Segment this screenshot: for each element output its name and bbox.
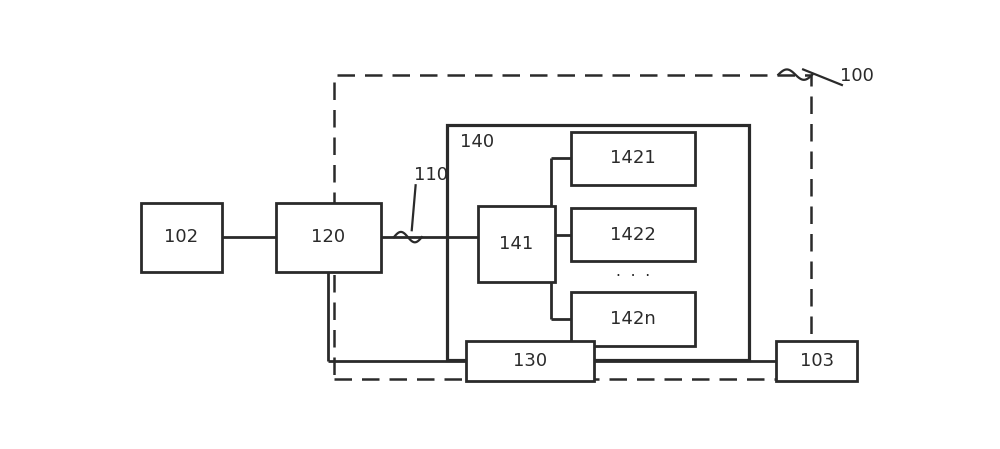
Text: 102: 102 bbox=[164, 228, 198, 246]
Bar bbox=[571, 292, 695, 346]
Bar bbox=[571, 208, 695, 261]
Bar bbox=[334, 75, 811, 379]
Bar bbox=[571, 132, 695, 185]
Bar bbox=[466, 341, 594, 381]
Text: 110: 110 bbox=[414, 166, 448, 184]
Text: 1421: 1421 bbox=[610, 150, 656, 167]
Text: 103: 103 bbox=[800, 352, 834, 370]
Text: 142n: 142n bbox=[610, 310, 656, 328]
Bar bbox=[140, 202, 222, 272]
Text: ·  ·  ·: · · · bbox=[616, 269, 650, 284]
Bar bbox=[276, 202, 381, 272]
Text: 140: 140 bbox=[460, 133, 494, 151]
Text: 1422: 1422 bbox=[610, 225, 656, 243]
Bar bbox=[447, 125, 749, 360]
Text: 120: 120 bbox=[311, 228, 346, 246]
Bar bbox=[776, 341, 857, 381]
Text: 141: 141 bbox=[499, 235, 534, 253]
Bar bbox=[478, 206, 555, 282]
Text: 100: 100 bbox=[840, 67, 874, 85]
Text: 130: 130 bbox=[513, 352, 547, 370]
